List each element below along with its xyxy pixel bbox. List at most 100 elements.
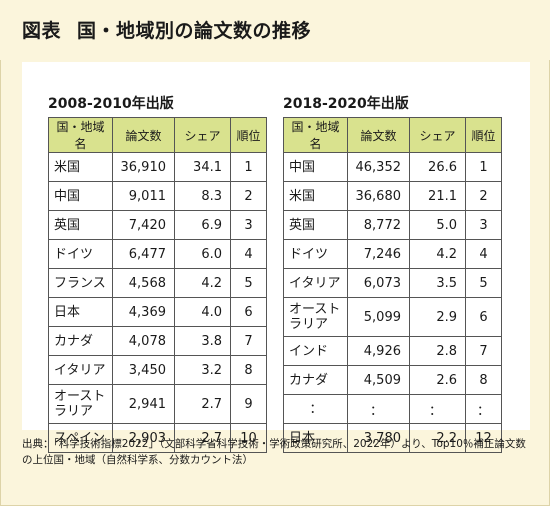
country-name: フランス	[48, 268, 113, 298]
rank-value: 1	[230, 152, 267, 182]
country-name: スペイン	[48, 423, 113, 453]
country-name-line: 中国	[54, 188, 81, 204]
rank-value: 6	[230, 297, 267, 327]
country-name: ドイツ	[283, 239, 348, 269]
rank-value: 7	[230, 326, 267, 356]
country-name: ドイツ	[48, 239, 113, 269]
country-name-line: 英国	[54, 217, 81, 233]
paper-count: 3,450	[112, 355, 175, 385]
country-name: インド	[283, 336, 348, 366]
country-name-line: イタリア	[54, 362, 106, 378]
rank-value: 8	[230, 355, 267, 385]
column-header: 論文数	[112, 117, 175, 153]
paper-count: 4,509	[347, 365, 410, 395]
country-name: 日本	[283, 423, 348, 453]
country-name: オースト ラリア	[283, 297, 348, 337]
share-value: 2.7	[174, 423, 231, 453]
table-row: 中国 46,352 26.6 1	[283, 152, 502, 182]
rank-value: 6	[465, 297, 502, 337]
figure-tag: 図表	[22, 20, 62, 42]
country-name-line: 米国	[289, 188, 316, 204]
country-name: 英国	[48, 210, 113, 240]
table-row: ：：：：	[283, 394, 502, 424]
country-name: 中国	[48, 181, 113, 211]
left-table-caption: 2008-2010年出版	[48, 96, 174, 112]
share-value: 2.7	[174, 384, 231, 424]
share-value: 2.2	[409, 423, 466, 453]
country-name-line: ラリア	[289, 317, 329, 332]
table-row: オースト ラリア 5,099 2.9 6	[283, 297, 502, 337]
country-name: 中国	[283, 152, 348, 182]
share-value: 26.6	[409, 152, 466, 182]
paper-count: 36,910	[112, 152, 175, 182]
paper-count: 4,568	[112, 268, 175, 298]
table-row: カナダ 4,509 2.6 8	[283, 365, 502, 395]
column-header: シェア	[409, 117, 466, 153]
paper-count: 7,246	[347, 239, 410, 269]
rank-value: 5	[230, 268, 267, 298]
figure-title: 図表 国・地域別の論文数の推移	[22, 16, 311, 43]
paper-count: 2,941	[112, 384, 175, 424]
share-value: 21.1	[409, 181, 466, 211]
paper-count: 8,772	[347, 210, 410, 240]
country-name: カナダ	[48, 326, 113, 356]
share-value: 2.8	[409, 336, 466, 366]
rank-value: 3	[230, 210, 267, 240]
share-value: 8.3	[174, 181, 231, 211]
column-header: 国・地域名	[48, 117, 113, 153]
table-row: 英国 7,420 6.9 3	[48, 210, 267, 240]
paper-count: 4,078	[112, 326, 175, 356]
table-row: ドイツ 7,246 4.2 4	[283, 239, 502, 269]
figure-header: 図表 国・地域別の論文数の推移	[0, 0, 550, 60]
column-header: 順位	[230, 117, 267, 153]
country-name-line: 日本	[54, 304, 81, 320]
table-row: 米国 36,680 21.1 2	[283, 181, 502, 211]
paper-count: 36,680	[347, 181, 410, 211]
country-name: イタリア	[48, 355, 113, 385]
country-name-line: カナダ	[54, 333, 94, 349]
share-value: 3.8	[174, 326, 231, 356]
rank-value: 5	[465, 268, 502, 298]
table-row: カナダ 4,078 3.8 7	[48, 326, 267, 356]
table-row: フランス 4,568 4.2 5	[48, 268, 267, 298]
table-row: 日本 4,369 4.0 6	[48, 297, 267, 327]
column-header: 順位	[465, 117, 502, 153]
figure-title-text: 国・地域別の論文数の推移	[77, 20, 312, 42]
share-value: ：	[409, 394, 466, 424]
country-name-line: 中国	[289, 159, 316, 175]
table-row: 英国 8,772 5.0 3	[283, 210, 502, 240]
rank-value: 4	[465, 239, 502, 269]
country-name: イタリア	[283, 268, 348, 298]
rank-value: 1	[465, 152, 502, 182]
rank-value: 7	[465, 336, 502, 366]
share-value: 3.5	[409, 268, 466, 298]
country-name-line: ラリア	[54, 404, 94, 419]
column-header: 論文数	[347, 117, 410, 153]
country-name-line: ：	[309, 401, 323, 417]
share-value: 4.0	[174, 297, 231, 327]
country-name: 米国	[283, 181, 348, 211]
table-header-row: 国・地域名 論文数 シェア 順位	[48, 117, 267, 153]
right-ranking-table: 国・地域名 論文数 シェア 順位 中国 46,352 26.6 1 米国 36,680 21.1 2…	[283, 117, 502, 453]
rank-value: 10	[230, 423, 267, 453]
right-table-caption: 2018-2020年出版	[283, 96, 409, 112]
table-row: インド 4,926 2.8 7	[283, 336, 502, 366]
country-name: ：	[283, 394, 348, 424]
share-value: 2.9	[409, 297, 466, 337]
country-name-line: フランス	[54, 275, 106, 291]
paper-count: 6,073	[347, 268, 410, 298]
country-name-line: 英国	[289, 217, 316, 233]
rank-value: ：	[465, 394, 502, 424]
share-value: 2.6	[409, 365, 466, 395]
column-header: シェア	[174, 117, 231, 153]
table-row: イタリア 3,450 3.2 8	[48, 355, 267, 385]
rank-value: 2	[465, 181, 502, 211]
paper-count: 4,926	[347, 336, 410, 366]
country-name-line: オースト	[289, 302, 341, 317]
paper-count: 5,099	[347, 297, 410, 337]
column-header: 国・地域名	[283, 117, 348, 153]
source-note: 出典：「科学技術指標2022」（文部科学省科学技術・学術政策研究所、2022年）…	[22, 438, 526, 466]
rank-value: 8	[465, 365, 502, 395]
rank-value: 12	[465, 423, 502, 453]
share-value: 4.2	[409, 239, 466, 269]
